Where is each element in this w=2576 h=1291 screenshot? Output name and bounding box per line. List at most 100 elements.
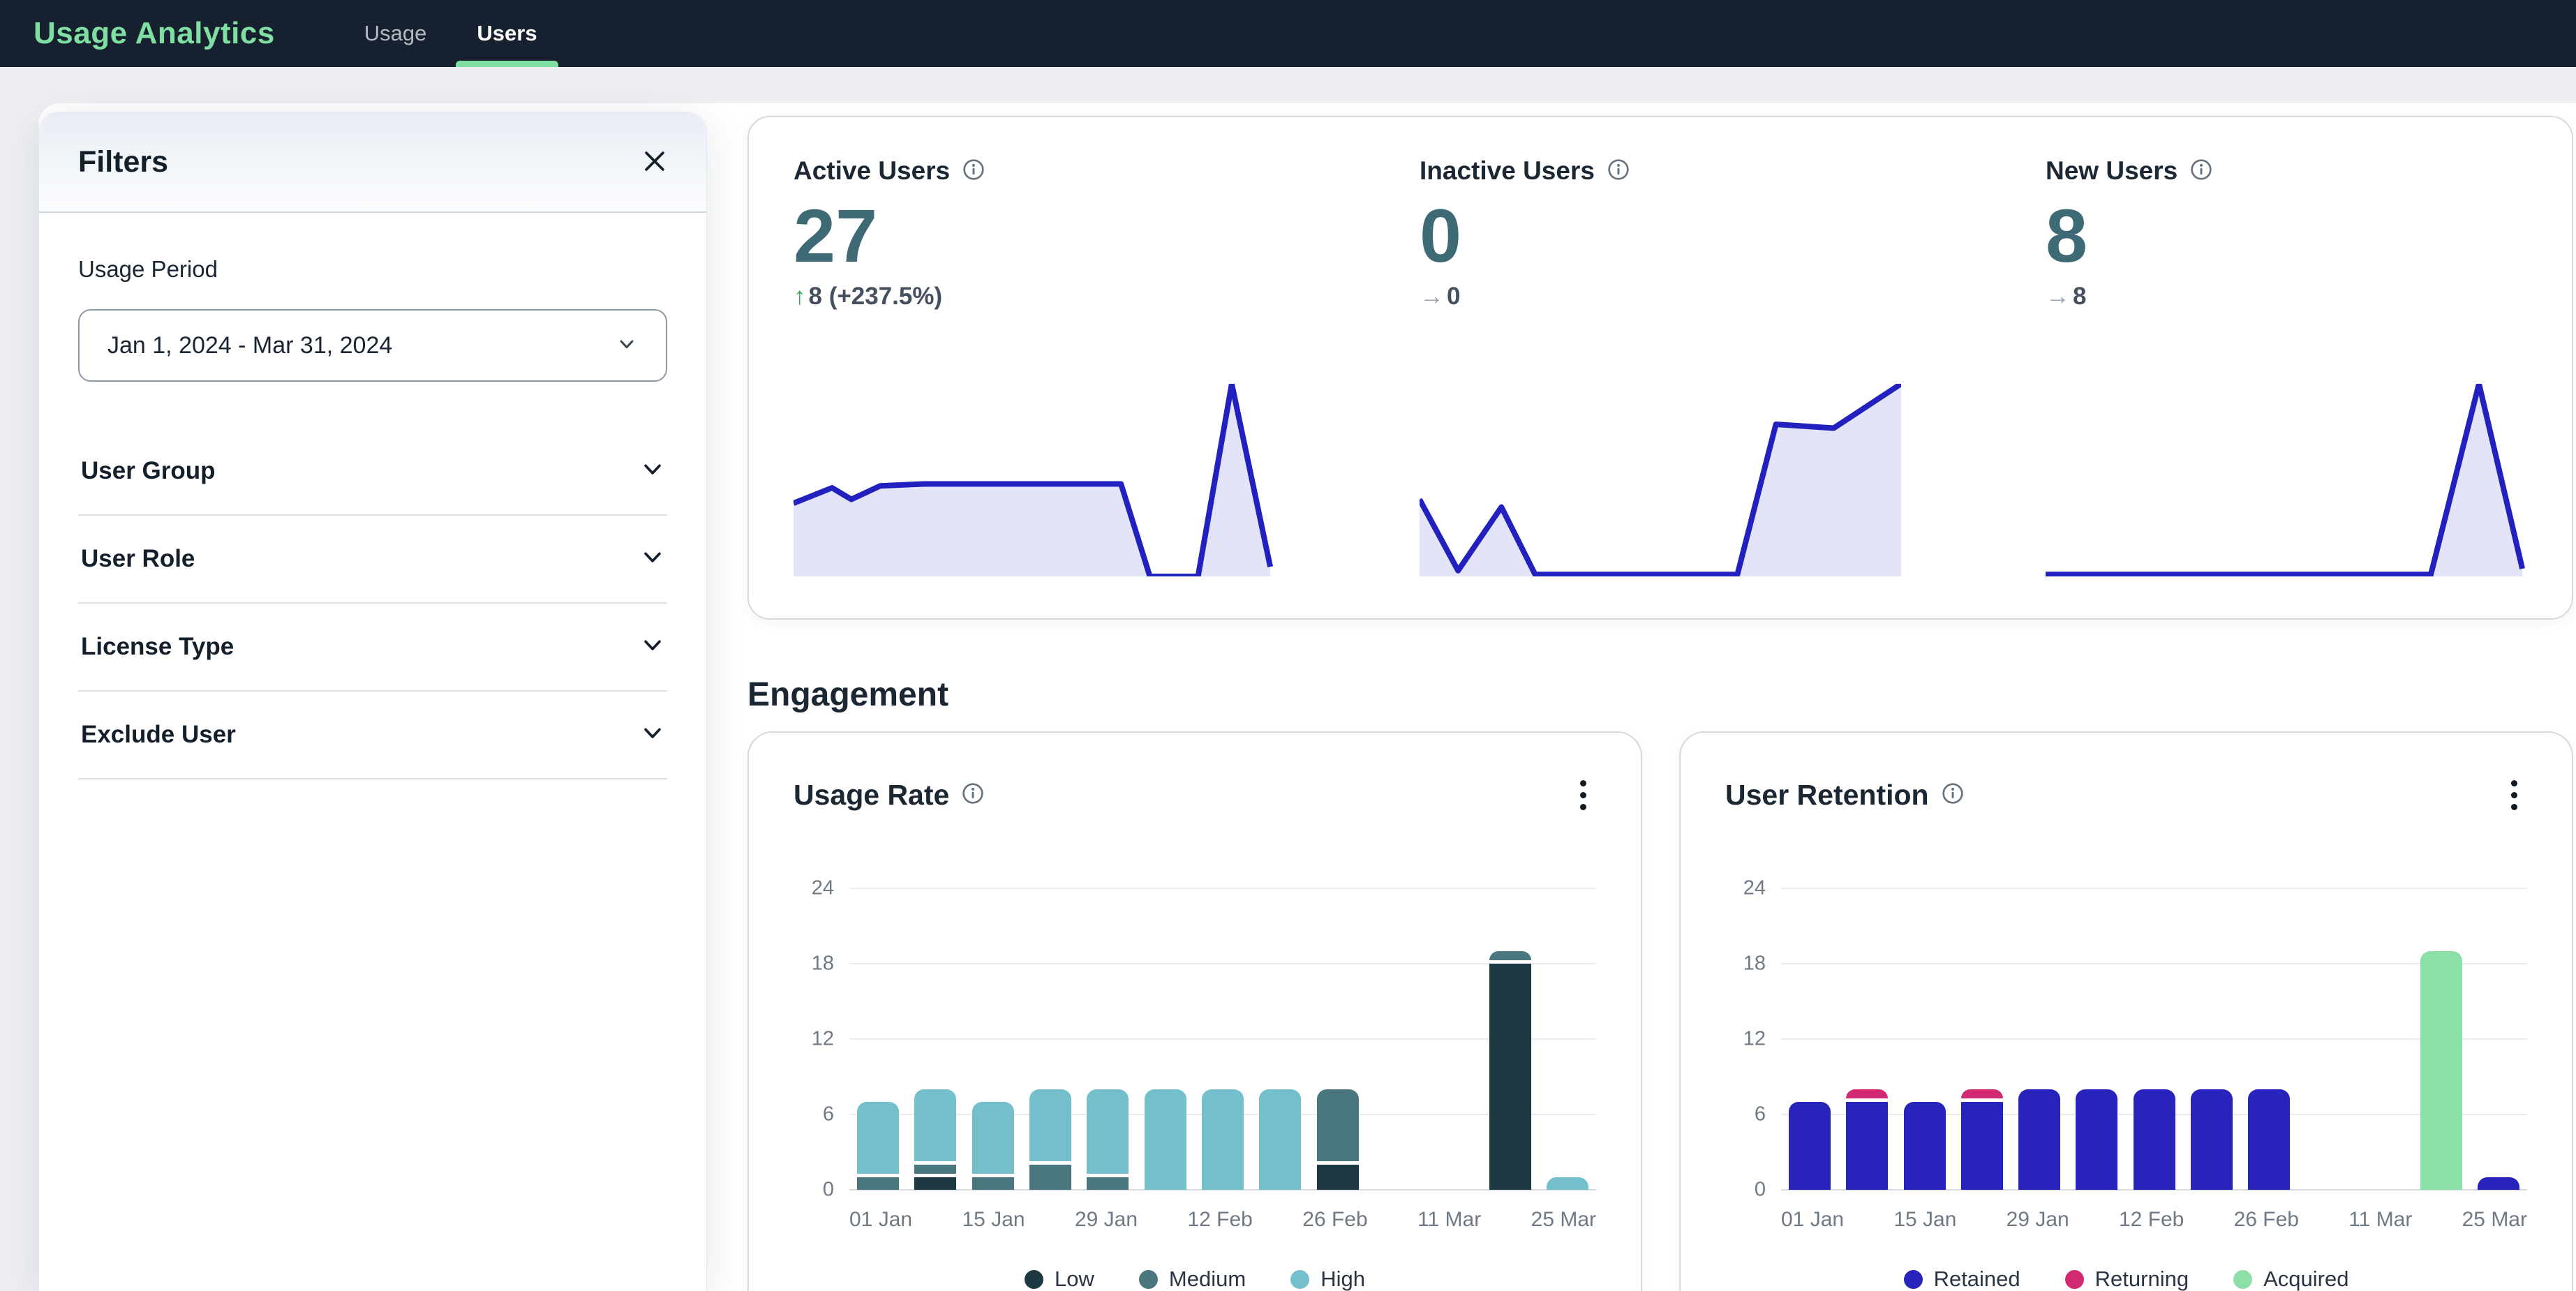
bar-segment-high: [1259, 1089, 1302, 1190]
bar-slot-11-mar: [1424, 888, 1481, 1190]
bar-slot-25-mar: [1539, 888, 1596, 1190]
app-title: Usage Analytics: [33, 16, 275, 50]
x-axis-tick-label: 11 Mar: [1417, 1208, 1482, 1231]
legend-item-returning[interactable]: Returning: [2064, 1267, 2189, 1291]
legend-dot: [1025, 1269, 1044, 1289]
chart-title-wrap: User Retention: [1725, 779, 1964, 812]
chevron-down-icon: [641, 546, 664, 573]
x-axis-tick-label: 26 Feb: [2233, 1208, 2299, 1231]
info-icon[interactable]: [1942, 782, 1964, 808]
bar-segment-high: [914, 1089, 957, 1161]
bar-slot-18-mar: [2413, 888, 2470, 1190]
bar-slot-29-jan: [2011, 888, 2068, 1190]
legend-dot: [1138, 1269, 1158, 1289]
bar-segment-high: [1144, 1089, 1186, 1190]
bar-slot-22-jan: [1022, 888, 1079, 1190]
chart-legend: Low Medium High: [794, 1267, 1596, 1291]
filter-section-license-type[interactable]: License Type: [78, 604, 667, 692]
legend-item-acquired[interactable]: Acquired: [2233, 1267, 2348, 1291]
bar-segment-retained: [1960, 1102, 2003, 1190]
bar-slots: [849, 888, 1596, 1190]
tab-users[interactable]: Users: [452, 0, 562, 67]
active-tab-indicator: [456, 61, 558, 67]
info-icon[interactable]: [1607, 158, 1630, 184]
bar-slot-12-feb: [2125, 888, 2182, 1190]
legend-item-medium[interactable]: Medium: [1138, 1267, 1246, 1291]
x-axis-tick-label: 12 Feb: [1187, 1208, 1253, 1231]
gridline: [849, 1038, 1596, 1040]
chart-title: User Retention: [1725, 779, 1929, 811]
x-axis-tick-label: 01 Jan: [849, 1208, 913, 1231]
bar-segment-low: [1316, 1165, 1359, 1190]
kpi-title-row: New Users: [2046, 156, 2527, 186]
kpi-sparkline: [794, 384, 1275, 576]
legend-label: High: [1320, 1267, 1365, 1291]
x-axis-tick-label: [1481, 1208, 1531, 1234]
legend-label: Low: [1055, 1267, 1094, 1291]
filter-sections: User Group User Role License Type Exclude U…: [78, 428, 667, 779]
bar-slot-19-feb: [1251, 888, 1309, 1190]
bar-slot-01-jan: [849, 888, 907, 1190]
bar-segment-retained: [1846, 1102, 1889, 1190]
y-axis-labels: 24 18 12 6 0: [794, 877, 849, 1201]
filter-section-user-role[interactable]: User Role: [78, 516, 667, 604]
bar-segment-medium: [1489, 951, 1531, 960]
legend-label: Acquired: [2263, 1267, 2349, 1291]
bar-slot-15-jan: [965, 888, 1022, 1190]
bar-segment-low: [1489, 964, 1531, 1190]
y-axis-tick-label: 0: [822, 1178, 834, 1201]
trend-flat-arrow-icon: →: [2046, 282, 2070, 310]
y-axis-tick-label: 12: [1743, 1027, 1766, 1050]
kebab-dot: [2511, 780, 2517, 786]
bar-slot-19-feb: [2183, 888, 2240, 1190]
bar-slot-29-jan: [1079, 888, 1136, 1190]
y-axis-tick-label: 24: [1743, 876, 1766, 900]
y-axis-tick-label: 24: [811, 876, 834, 900]
info-icon[interactable]: [962, 158, 985, 184]
info-icon[interactable]: [2190, 158, 2212, 184]
bar-segment-retained: [1789, 1102, 1831, 1190]
bar-slot-05-feb: [2068, 888, 2125, 1190]
x-axis-tick-label: [1025, 1208, 1075, 1234]
legend-item-retained[interactable]: Retained: [1903, 1267, 2020, 1291]
nav-tabs: Usage Users: [339, 0, 563, 67]
kpi-title: Inactive Users: [1420, 156, 1595, 185]
kebab-dot: [2511, 792, 2517, 798]
legend-label: Medium: [1168, 1267, 1246, 1291]
chart-plot-area: [849, 888, 1596, 1191]
usage-period-value: Jan 1, 2024 - Mar 31, 2024: [107, 331, 393, 359]
kebab-dot: [1580, 804, 1586, 810]
x-axis-tick-label: 29 Jan: [2006, 1208, 2069, 1231]
chart-menu-button[interactable]: [1570, 773, 1596, 817]
chart-plot-row: 24 18 12 6 0: [1725, 877, 2527, 1201]
legend-item-low[interactable]: Low: [1025, 1267, 1094, 1291]
filter-section-label: User Role: [81, 545, 195, 572]
bar-slot-12-feb: [1194, 888, 1251, 1190]
usage-period-select[interactable]: Jan 1, 2024 - Mar 31, 2024: [78, 309, 667, 382]
filter-section-user-group[interactable]: User Group: [78, 428, 667, 516]
y-axis-tick-label: 0: [1754, 1178, 1766, 1201]
close-filters-button[interactable]: [639, 146, 670, 179]
legend-dot: [1903, 1269, 1923, 1289]
filter-section-label: License Type: [81, 633, 234, 660]
info-icon[interactable]: [962, 782, 984, 808]
filter-section-exclude-user[interactable]: Exclude User: [78, 692, 667, 779]
bar-segment-medium: [1087, 1177, 1129, 1190]
gridline: [849, 1189, 1596, 1191]
kpi-sparkline: [2046, 384, 2527, 576]
x-axis-tick-label: [2412, 1208, 2462, 1234]
bar-slot-25-mar: [2470, 888, 2527, 1190]
bar-segment-medium: [914, 1165, 957, 1174]
bar-slot-11-mar: [2355, 888, 2412, 1190]
kpi-value: 0: [1420, 193, 1462, 278]
chart-menu-button[interactable]: [2501, 773, 2527, 817]
bar-segment-retained: [1903, 1102, 1946, 1190]
bar-segment-acquired: [2420, 951, 2462, 1190]
tab-usage[interactable]: Usage: [339, 0, 452, 67]
bar-segment-high: [1087, 1089, 1129, 1174]
x-axis-labels: 01 Jan 15 Jan 29 Jan 12 Feb 26 Feb 11 Mar 25 M…: [849, 1208, 1596, 1234]
bar-segment-medium: [857, 1177, 900, 1190]
filter-section-label: User Group: [81, 457, 216, 484]
x-axis-tick-label: [2299, 1208, 2348, 1234]
legend-item-high[interactable]: High: [1290, 1267, 1365, 1291]
